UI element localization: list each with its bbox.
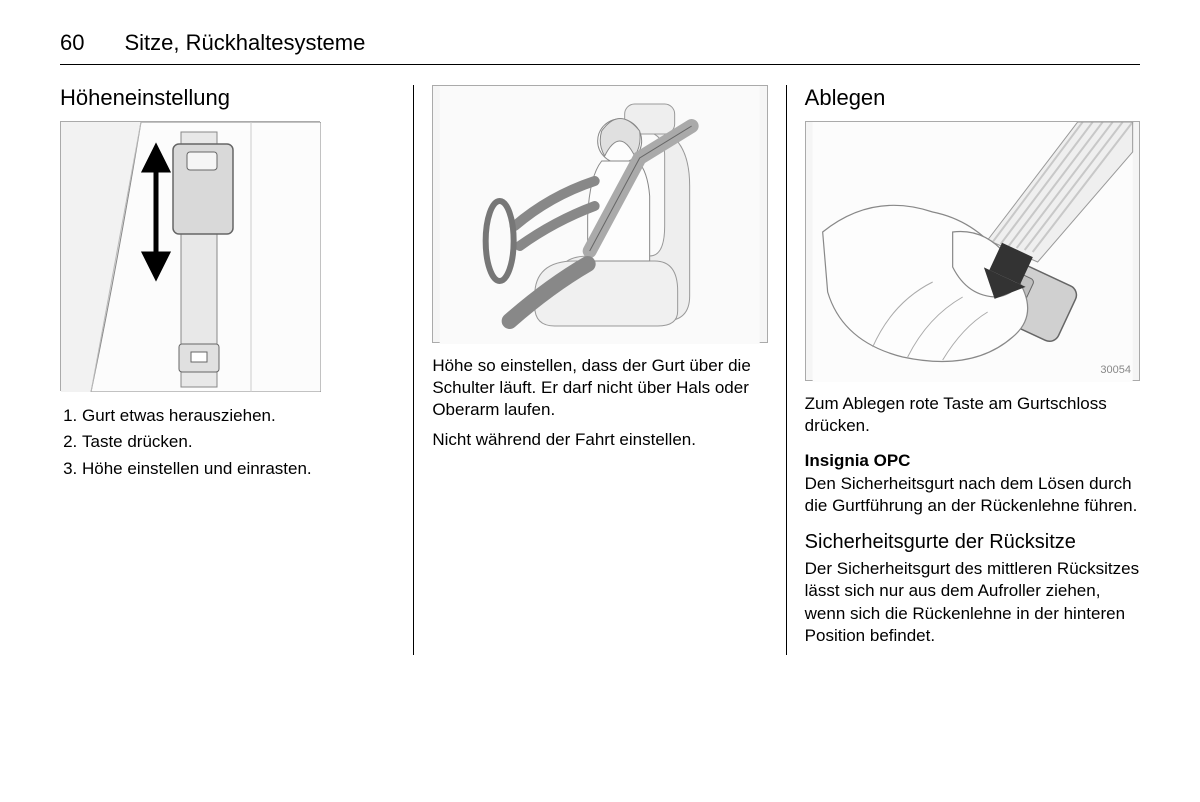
content-columns: Höheneinstellung	[60, 85, 1140, 655]
figure-belt-position	[432, 85, 767, 343]
para-not-while-driving: Nicht während der Fahrt einstellen.	[432, 429, 767, 451]
chapter-title: Sitze, Rückhaltesysteme	[124, 30, 365, 56]
page-number: 60	[60, 30, 84, 56]
figure-height-adjust	[60, 121, 320, 391]
step-2: Taste drücken.	[82, 429, 395, 455]
heading-hoeheneinstellung: Höheneinstellung	[60, 85, 395, 111]
subheading-insignia-opc: Insignia OPC	[805, 451, 1140, 471]
step-3: Höhe einstellen und einrasten.	[82, 456, 395, 482]
heading-ablegen: Ablegen	[805, 85, 1140, 111]
column-2: Höhe so einstellen, dass der Gurt über d…	[413, 85, 785, 655]
figure-release-buckle: 30054	[805, 121, 1140, 381]
column-3: Ablegen	[786, 85, 1140, 655]
step-1: Gurt etwas herausziehen.	[82, 403, 395, 429]
para-insignia: Den Sicherheitsgurt nach dem Lösen durch…	[805, 473, 1140, 517]
para-ruecksitze: Der Sicherheitsgurt des mittleren Rücksi…	[805, 558, 1140, 646]
column-1: Höheneinstellung	[60, 85, 413, 655]
para-height-instruction: Höhe so einstellen, dass der Gurt über d…	[432, 355, 767, 421]
page-header: 60 Sitze, Rückhaltesysteme	[60, 30, 1140, 65]
steps-list: Gurt etwas herausziehen. Taste drücken. …	[60, 403, 395, 482]
para-release: Zum Ablegen rote Taste am Gurtschloss dr…	[805, 393, 1140, 437]
image-id: 30054	[1100, 364, 1131, 376]
heading-ruecksitze: Sicherheitsgurte der Rücksitze	[805, 531, 1140, 554]
